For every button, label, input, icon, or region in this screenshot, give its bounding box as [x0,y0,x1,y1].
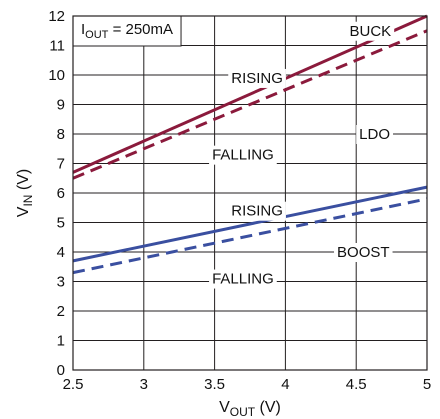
x-axis-title-sub: OUT [230,405,256,419]
series-layer [72,14,428,275]
y-tick-label: 3 [57,274,65,291]
plot-frame [72,15,428,371]
x-tick-label: 3.5 [204,376,225,393]
series-line-boost-falling [72,197,428,275]
y-tick-label: 12 [48,8,65,25]
annotation-buck: BUCK [346,21,395,41]
annotation-background [228,68,286,88]
y-tick-label: 11 [49,38,65,55]
y-tick-label: 5 [57,215,65,232]
x-axis-title-unit: (V) [255,399,281,416]
y-axis-title-unit: (V) [15,169,32,195]
x-tick-label: 4.5 [346,376,367,393]
annotation-boost: BOOST [334,243,393,262]
annotation-buck-rising: RISING [228,68,286,88]
series-line-buck-rising [72,14,428,174]
annotation-background [334,243,393,262]
y-tick-label: 0 [57,362,65,379]
annotation-label: RISING [231,70,283,87]
x-tick-labels: 2.5 3 3.5 4 4.5 5 [63,376,432,393]
y-axis-title-main: V [15,206,32,217]
annotation-background [209,269,277,289]
y-tick-label: 8 [57,126,65,143]
x-axis-title: VOUT (V) [219,399,281,419]
condition-label: IOUT = 250mA [81,21,173,41]
y-tick-label: 4 [57,244,65,261]
annotation-background [346,21,395,41]
y-axis-title: VIN (V) [15,169,35,217]
condition-main: I [81,21,85,38]
x-tick-label: 5 [423,376,431,393]
condition-box [72,15,182,47]
annotation-ldo: LDO [356,125,394,144]
condition-rest: = 250mA [108,21,173,38]
annotation-buck-falling: FALLING [209,145,277,165]
x-tick-label: 3 [140,376,148,393]
annotation-background [209,145,277,165]
y-tick-label: 1 [57,333,65,350]
y-tick-label: 7 [57,156,65,173]
x-tick-label: 2.5 [63,376,84,393]
y-tick-label: 9 [57,97,65,114]
annotation-label: BOOST [337,244,390,261]
x-axis-title-main: V [219,399,230,416]
annotation-label: FALLING [212,147,274,164]
annotation-label: LDO [359,126,390,143]
annotation-background [228,201,286,221]
y-tick-label: 6 [57,185,65,202]
series-line-buck-falling [72,29,428,180]
y-axis-title-sub: IN [21,195,35,207]
annotation-background [356,125,394,144]
annotation-label: BUCK [350,23,392,40]
series-line-boost-rising [72,185,428,263]
annotation-label: FALLING [212,271,274,288]
annotation-boost-rising: RISING [228,201,286,221]
y-tick-label: 10 [48,67,65,84]
condition-sub: OUT [85,29,109,41]
annotations-layer: BUCK LDO BOOST RISING FALLING RISING FALLING [209,21,395,289]
x-tick-label: 4 [281,376,289,393]
annotation-label: RISING [231,203,283,220]
y-tick-label: 2 [57,303,65,320]
annotation-boost-falling: FALLING [209,269,277,289]
